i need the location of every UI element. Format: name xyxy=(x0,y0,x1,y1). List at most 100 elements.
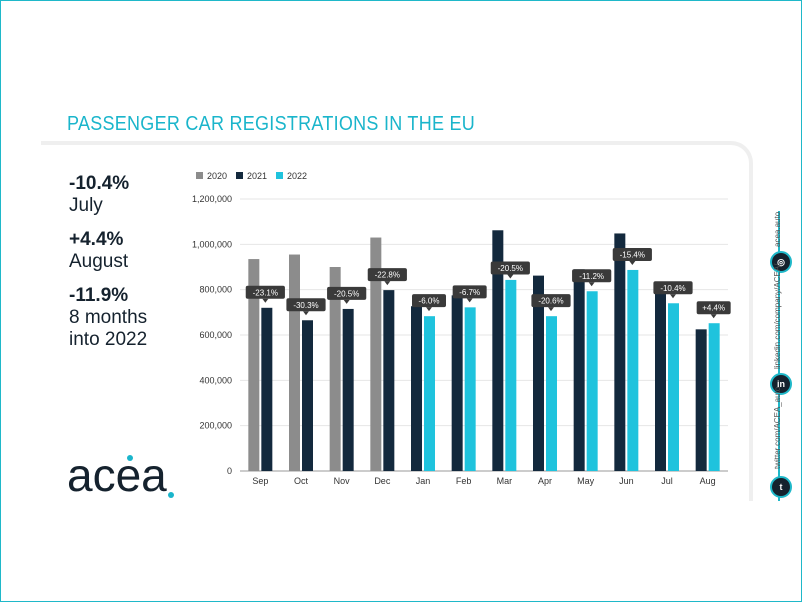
legend-swatch xyxy=(196,172,203,179)
annotation-pointer xyxy=(588,282,595,287)
bar-2022-apr xyxy=(546,316,557,471)
legend-label: 2021 xyxy=(247,171,267,181)
bar-2020-oct xyxy=(289,254,300,471)
logo-text: acea xyxy=(67,451,167,501)
annotation-pointer xyxy=(710,314,717,319)
acea-logo: acea xyxy=(67,451,174,501)
y-tick-label: 1,000,000 xyxy=(192,239,232,249)
annotation-box xyxy=(653,281,693,295)
legend-label: 2022 xyxy=(287,171,307,181)
stat-august: +4.4% August xyxy=(69,229,165,273)
bar-2022-may xyxy=(586,291,598,471)
chart-card xyxy=(41,141,753,501)
x-tick-label: Jul xyxy=(661,476,673,486)
x-tick-label: Dec xyxy=(374,476,391,486)
bar-2021-oct xyxy=(302,320,313,471)
bar-2021-jun xyxy=(614,233,626,471)
annotation-label: -11.2% xyxy=(579,272,604,281)
annotation-label: -23.1% xyxy=(253,288,278,297)
annotation-label: -20.5% xyxy=(334,289,359,298)
annotation-label: -22.8% xyxy=(375,271,400,280)
bar-2021-mar xyxy=(492,230,504,471)
annotation-label: -20.5% xyxy=(498,264,523,273)
bar-2022-jul xyxy=(668,303,679,471)
y-tick-label: 800,000 xyxy=(199,285,232,295)
bar-2020-sep xyxy=(248,259,260,471)
stats-panel: -10.4% July +4.4% August -11.9% 8 months… xyxy=(69,173,165,363)
x-tick-label: May xyxy=(577,476,595,486)
stat-july: -10.4% July xyxy=(69,173,165,217)
annotation-callout: -15.4% xyxy=(612,247,652,265)
bar-2021-may xyxy=(573,269,585,471)
x-tick-label: Feb xyxy=(456,476,472,486)
bar-2020-dec xyxy=(370,237,382,471)
annotation-callout: -20.5% xyxy=(490,261,530,279)
annotation-pointer xyxy=(629,260,636,265)
bar-2021-nov xyxy=(342,308,354,471)
y-tick-label: 1,200,000 xyxy=(192,194,232,204)
bar-2021-jul xyxy=(655,283,666,471)
annotation-pointer xyxy=(343,299,350,304)
annotation-label: -6.7% xyxy=(459,288,480,297)
annotation-pointer xyxy=(466,298,473,303)
x-tick-label: Mar xyxy=(497,476,513,486)
bar-2022-feb xyxy=(464,307,476,471)
stat-value: +4.4% xyxy=(69,229,124,250)
annotation-pointer xyxy=(384,281,391,286)
annotation-box xyxy=(490,261,530,275)
annotation-pointer xyxy=(670,294,676,299)
annotation-label: -20.6% xyxy=(538,297,563,306)
bar-2022-mar xyxy=(505,279,517,471)
annotation-callout: +4.4% xyxy=(696,301,731,319)
stat-value: -10.4% xyxy=(69,173,130,194)
annotation-box xyxy=(245,285,285,299)
legend-swatch xyxy=(236,172,243,179)
bar-2021-feb xyxy=(451,295,463,471)
y-tick-label: 200,000 xyxy=(199,421,232,431)
bar-2021-dec xyxy=(383,290,395,471)
twitter-icon[interactable]: t xyxy=(770,476,792,498)
annotation-callout: -10.4% xyxy=(653,281,693,299)
legend-swatch xyxy=(276,172,283,179)
annotation-callout: -11.2% xyxy=(572,269,612,287)
annotation-pointer xyxy=(303,311,309,316)
bar-2022-aug xyxy=(708,323,720,471)
bar-2021-jan xyxy=(411,306,422,471)
annotation-box xyxy=(531,294,571,308)
x-tick-label: Sep xyxy=(252,476,268,486)
annotation-callout: -6.0% xyxy=(412,294,446,312)
annotation-box xyxy=(412,294,446,308)
stat-label: 8 months into 2022 xyxy=(69,307,148,350)
stat-value: -11.9% xyxy=(69,285,129,306)
annotation-pointer xyxy=(507,274,514,279)
annotation-pointer xyxy=(426,307,432,312)
logo-dot xyxy=(168,492,174,498)
bar-2021-apr xyxy=(533,275,544,471)
bar-2021-aug xyxy=(695,329,707,471)
x-tick-label: Apr xyxy=(538,476,552,486)
x-tick-label: Jun xyxy=(619,476,634,486)
annotation-label: -15.4% xyxy=(620,250,645,259)
stat-ytd: -11.9% 8 months into 2022 xyxy=(69,285,165,351)
annotation-callout: -6.7% xyxy=(452,285,487,303)
annotation-box xyxy=(452,285,487,299)
annotation-box xyxy=(327,286,367,300)
annotation-box xyxy=(612,247,652,261)
annotation-box xyxy=(367,268,407,282)
social-rail xyxy=(778,211,780,501)
x-tick-label: Nov xyxy=(334,476,351,486)
bar-2022-jun xyxy=(627,269,639,471)
globe-icon[interactable]: ◎ xyxy=(770,251,792,273)
x-tick-label: Oct xyxy=(294,476,309,486)
y-tick-label: 600,000 xyxy=(199,330,232,340)
linkedin-icon[interactable]: in xyxy=(770,373,792,395)
legend-label: 2020 xyxy=(207,171,227,181)
annotation-box xyxy=(572,269,612,283)
x-tick-label: Jan xyxy=(416,476,431,486)
bar-2022-jan xyxy=(424,316,435,471)
annotation-label: -30.3% xyxy=(293,301,318,310)
x-tick-label: Aug xyxy=(700,476,716,486)
page-title: PASSENGER CAR REGISTRATIONS IN THE EU xyxy=(67,113,476,135)
annotation-label: -10.4% xyxy=(660,284,685,293)
